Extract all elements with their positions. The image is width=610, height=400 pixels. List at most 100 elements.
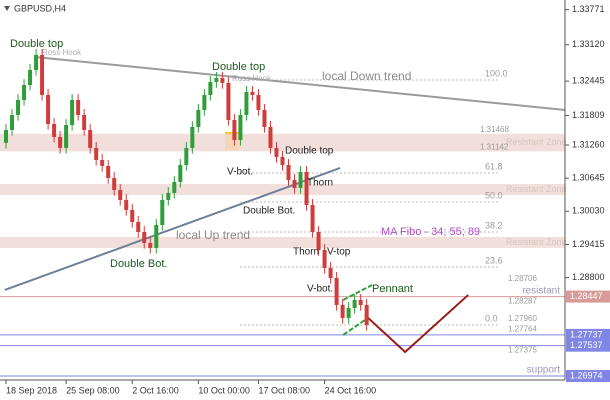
price-note: 1.27375 bbox=[508, 346, 537, 355]
y-tick-label: 1.31809 bbox=[572, 110, 605, 120]
trendline bbox=[342, 284, 373, 301]
candle-body bbox=[196, 109, 201, 127]
candle-body bbox=[28, 69, 33, 86]
x-tick-label: 10 Oct 00:00 bbox=[198, 385, 250, 395]
level-label-box bbox=[566, 290, 610, 303]
candle-body bbox=[178, 164, 183, 182]
candle-body bbox=[238, 114, 243, 140]
price-note: 1.31468 bbox=[480, 125, 509, 134]
candle-body bbox=[364, 304, 369, 325]
candle-body bbox=[160, 199, 165, 225]
candle-body bbox=[184, 147, 189, 165]
fibo-label: 38.2 bbox=[485, 220, 503, 230]
candle-body bbox=[124, 199, 129, 210]
candle-body bbox=[58, 136, 63, 148]
candle-body bbox=[70, 99, 75, 125]
y-tick-label: 1.30645 bbox=[572, 173, 605, 183]
candle-body bbox=[94, 147, 99, 160]
x-tick-label: 25 Sep 08:00 bbox=[66, 385, 120, 395]
x-tick-label: 17 Oct 08:00 bbox=[258, 385, 310, 395]
annotation: V-bot. bbox=[227, 167, 253, 178]
trend-label: local Up trend bbox=[176, 228, 250, 242]
x-tick-label: 2 Oct 16:00 bbox=[132, 385, 179, 395]
x-tick-label: 18 Sep 2018 bbox=[6, 385, 57, 395]
candle-body bbox=[166, 192, 171, 200]
price-note: 1.28706 bbox=[508, 274, 537, 283]
annotation: Thorn bbox=[307, 178, 333, 189]
y-tick-label: 1.30030 bbox=[572, 206, 605, 216]
candle-body bbox=[142, 231, 147, 243]
candle-body bbox=[202, 94, 207, 110]
candle-body bbox=[250, 92, 255, 95]
candle-body bbox=[88, 129, 93, 148]
candle-body bbox=[64, 124, 69, 148]
candle-body bbox=[262, 109, 267, 127]
candle-body bbox=[340, 304, 345, 318]
candle-body bbox=[322, 249, 327, 268]
trendline bbox=[34, 55, 566, 111]
candle-body bbox=[118, 189, 123, 200]
price-note: 1.27764 bbox=[508, 325, 537, 334]
price-note: 1.27960 bbox=[508, 314, 537, 323]
annotation: Double top bbox=[10, 38, 63, 50]
candle-body bbox=[148, 242, 153, 248]
price-note: 1.28287 bbox=[508, 296, 537, 305]
candle-body bbox=[274, 147, 279, 157]
symbol-icon bbox=[4, 6, 10, 11]
candle-body bbox=[208, 81, 213, 95]
annotation: Ross Hook bbox=[42, 48, 82, 57]
y-tick-label: 1.28800 bbox=[572, 272, 605, 282]
candle-body bbox=[190, 126, 195, 148]
candle-body bbox=[256, 94, 261, 110]
level-label: 1.27537 bbox=[570, 340, 603, 350]
candle-body bbox=[268, 126, 273, 148]
y-tick-label: 1.33771 bbox=[572, 4, 605, 14]
trend-label: local Down trend bbox=[322, 69, 411, 83]
candle-body bbox=[334, 277, 339, 305]
candle-body bbox=[4, 129, 9, 143]
resistant-zone bbox=[0, 133, 565, 152]
candle-body bbox=[358, 299, 363, 305]
level-label-box bbox=[566, 339, 610, 352]
trendline bbox=[342, 317, 369, 336]
trendline bbox=[364, 294, 469, 354]
annotation: Double top bbox=[285, 146, 334, 157]
fibo-label: 0.0 bbox=[485, 313, 498, 323]
candle-body bbox=[298, 171, 303, 188]
candle-body bbox=[82, 114, 87, 130]
candle-body bbox=[112, 177, 117, 190]
candle-body bbox=[16, 99, 21, 115]
candle-body bbox=[346, 307, 351, 318]
candle-body bbox=[172, 181, 177, 193]
candle-body bbox=[40, 54, 45, 95]
level-name: resistant bbox=[522, 285, 560, 296]
candle-body bbox=[220, 77, 225, 84]
y-tick-label: 1.31260 bbox=[572, 139, 605, 149]
candle-body bbox=[76, 99, 81, 115]
annotation: Double Bot. bbox=[243, 206, 295, 217]
candle-body bbox=[304, 171, 309, 205]
level-label: 1.26974 bbox=[570, 370, 603, 380]
candle-body bbox=[136, 221, 141, 232]
x-tick-label: 24 Oct 16:00 bbox=[325, 385, 377, 395]
annotation: V-top bbox=[327, 247, 351, 258]
chart-title: GBPUSD,H4 bbox=[14, 3, 66, 13]
candle-body bbox=[226, 83, 231, 120]
candle-body bbox=[100, 159, 105, 166]
fibo-label: 23.6 bbox=[485, 255, 503, 265]
annotation: Thorn bbox=[293, 247, 319, 258]
zone-label: Resistant Zone bbox=[506, 184, 567, 194]
y-tick-label: 1.29415 bbox=[572, 239, 605, 249]
annotation: Pennant bbox=[372, 283, 413, 295]
candle-body bbox=[292, 179, 297, 188]
candle-body bbox=[34, 54, 39, 70]
zone-label: Resistant Zone bbox=[506, 237, 567, 247]
candle-body bbox=[46, 94, 51, 124]
fibo-label: 61.8 bbox=[485, 161, 503, 171]
candle-body bbox=[130, 209, 135, 222]
candle-body bbox=[316, 231, 321, 250]
annotation: Double Bot. bbox=[110, 258, 167, 270]
y-tick-label: 1.32445 bbox=[572, 75, 605, 85]
level-label: 1.27737 bbox=[570, 329, 603, 339]
price-note: 1.31142 bbox=[480, 142, 509, 151]
